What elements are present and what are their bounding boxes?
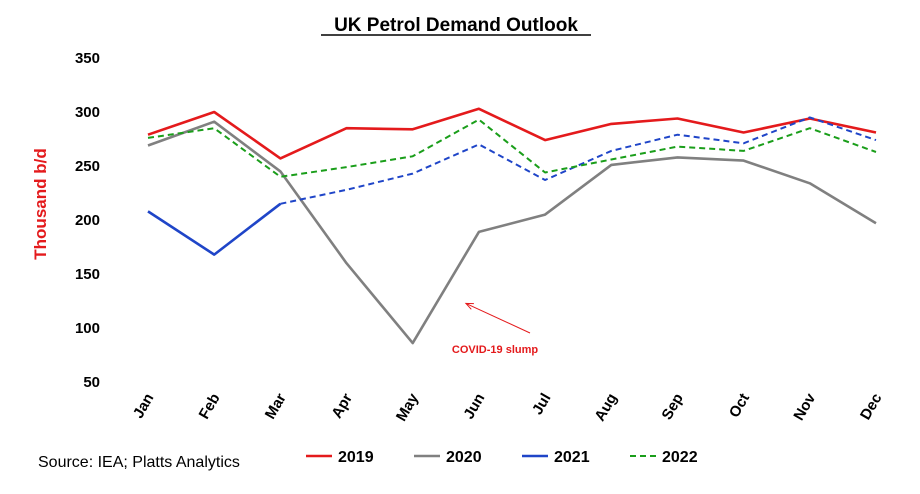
x-tick-label: Jun	[460, 391, 488, 423]
y-tick-label: 150	[75, 266, 100, 283]
series-line-2021-forecast	[280, 116, 877, 205]
legend-label-2021: 2021	[554, 449, 590, 466]
y-tick-label: 100	[75, 320, 100, 337]
x-axis-ticks: Jan Feb Mar Apr May Jun Jul Aug Sep Oct Nov Dec	[130, 390, 886, 424]
x-tick-label: May	[393, 390, 423, 424]
x-tick-label: Nov	[790, 390, 819, 424]
y-axis-label: Thousand b/d	[31, 148, 50, 259]
y-tick-label: 350	[75, 50, 100, 67]
series-line-2022-forecast	[147, 118, 877, 178]
annotation-covid: COVID-19 slump	[452, 302, 538, 356]
x-tick-label: Mar	[262, 390, 290, 422]
legend-label-2020: 2020	[446, 449, 482, 466]
annotation-arrowhead	[464, 302, 474, 310]
x-tick-label: Apr	[328, 390, 356, 421]
legend: 2019 2020 2021 2022	[306, 449, 698, 466]
x-tick-label: Dec	[857, 391, 885, 423]
y-tick-label: 50	[83, 374, 100, 391]
x-tick-label: Oct	[726, 391, 753, 421]
y-tick-label: 300	[75, 104, 100, 121]
x-tick-label: Jan	[130, 391, 158, 422]
x-tick-label: Jul	[529, 391, 555, 418]
plot-series	[147, 107, 877, 345]
x-tick-label: Feb	[196, 391, 224, 423]
y-tick-label: 200	[75, 212, 100, 229]
legend-label-2022: 2022	[662, 449, 698, 466]
y-tick-label: 250	[75, 158, 100, 175]
source-note: Source: IEA; Platts Analytics	[38, 454, 240, 471]
legend-label-2019: 2019	[338, 449, 374, 466]
annotation-text: COVID-19 slump	[452, 344, 538, 356]
x-tick-label: Aug	[591, 391, 620, 425]
chart-title: UK Petrol Demand Outlook	[334, 15, 578, 36]
x-tick-label: Sep	[658, 391, 686, 423]
series-line-2019	[147, 107, 877, 160]
annotation-arrow	[465, 302, 531, 334]
y-axis-ticks: 50 100 150 200 250 300 350	[75, 50, 100, 391]
series-line-2020	[147, 120, 877, 345]
series-line-2021	[147, 202, 282, 256]
